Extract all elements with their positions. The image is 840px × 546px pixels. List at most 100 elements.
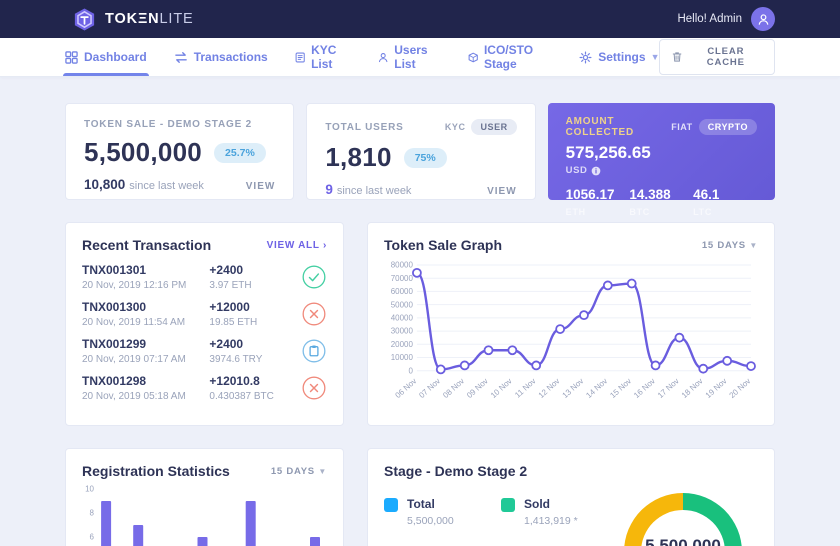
transaction-id: TNX001301 [82,263,147,277]
recent-transactions-title: Recent Transaction [82,237,212,253]
users-user-toggle[interactable]: USER [471,119,517,135]
total-users-value: 1,810 [325,142,392,172]
svg-text:70000: 70000 [391,274,414,283]
chevron-down-icon: ▼ [749,240,758,250]
transaction-row[interactable]: TNX001300 20 Nov, 2019 11:54 AM +12000 19.8… [82,300,327,328]
menu-item-dashboard[interactable]: Dashboard [63,38,149,76]
transaction-id: TNX001300 [82,300,147,314]
total-users-view-link[interactable]: VIEW [487,186,517,197]
transactions-icon [174,51,187,63]
main-menu: Dashboard Transactions KYC List Users Li… [0,38,840,77]
token-sale-graph-title: Token Sale Graph [384,237,502,253]
transaction-status-pending-icon[interactable] [301,338,327,364]
legend-item-total: Total 5,500,000 [384,497,491,527]
svg-text:10000: 10000 [391,353,414,362]
donut-center-value: 5,500,000 [645,536,721,546]
transaction-id: TNX001299 [82,337,147,351]
menu-item-users-list[interactable]: Users List [378,38,441,76]
registration-statistics-panel: Registration Statistics 15 DAYS ▼ 108642… [65,448,344,546]
registration-range-dropdown[interactable]: 15 DAYS ▼ [270,465,327,477]
svg-text:18 Nov: 18 Nov [680,376,705,400]
users-kyc-toggle[interactable]: KYC [444,122,466,132]
legend-swatch [501,498,515,512]
amount-currency-label: USD [565,165,588,176]
recent-transactions-panel: Recent Transaction VIEW ALL › TNX001301 2… [65,222,344,426]
svg-text:14 Nov: 14 Nov [584,376,609,400]
brand-logo[interactable]: TOKΞNLITE [72,7,194,32]
svg-text:13 Nov: 13 Nov [561,376,586,400]
svg-text:10: 10 [85,485,94,494]
token-sale-card: TOKEN SALE - DEMO STAGE 2 5,500,000 25.7… [65,103,295,200]
total-users-card-title: TOTAL USERS [325,121,404,133]
ltc-amount: 46.1 LTC [693,187,720,217]
registration-bar-chart: 1086420 [85,485,320,546]
transaction-row[interactable]: TNX001301 20 Nov, 2019 12:16 PM +2400 3.97 … [82,263,327,291]
transaction-converted: 3974.6 TRY [209,354,263,365]
amount-crypto-toggle[interactable]: CRYPTO [698,119,757,135]
svg-text:0: 0 [408,366,413,375]
chevron-down-icon: ▼ [318,466,327,476]
transaction-date: 20 Nov, 2019 05:18 AM [82,391,186,402]
settings-gear-icon [579,51,592,63]
transaction-status-approved-icon[interactable] [301,264,327,290]
menu-item-settings[interactable]: Settings ▼ [579,38,659,76]
transaction-converted: 3.97 ETH [209,280,252,291]
svg-text:19 Nov: 19 Nov [704,376,729,400]
token-sale-delta: 10,800 since last week [84,177,204,192]
svg-text:60000: 60000 [391,287,414,296]
trash-icon [673,52,682,62]
transaction-id: TNX001298 [82,374,147,388]
legend-value: 5,500,000 [407,515,454,527]
total-users-card: TOTAL USERS KYC USER 1,810 75% 9 since la… [306,103,536,200]
stage-donut-chart: 5,500,000 TLE [624,493,742,546]
legend-item-sold: Sold 1,413,919 * [501,497,608,527]
users-list-icon [378,52,388,62]
transaction-date: 20 Nov, 2019 07:17 AM [82,354,186,365]
token-sale-view-link[interactable]: VIEW [245,181,276,192]
transaction-status-rejected-icon[interactable] [301,301,327,327]
clear-cache-button[interactable]: CLEAR CACHE [659,39,775,75]
transaction-date: 20 Nov, 2019 12:16 PM [82,280,187,291]
stage-panel-title: Stage - Demo Stage 2 [384,463,528,479]
token-sale-card-title: TOKEN SALE - DEMO STAGE 2 [84,119,252,130]
token-sale-range-dropdown[interactable]: 15 DAYS ▼ [701,239,758,251]
menu-item-ico-sto-stage[interactable]: ICO/STO Stage [468,38,553,76]
token-sale-graph-panel: Token Sale Graph 15 DAYS ▼ 0 10000 20000 30… [367,222,775,426]
svg-text:10 Nov: 10 Nov [489,376,514,400]
token-sale-value: 5,500,000 [84,137,203,167]
transaction-row[interactable]: TNX001299 20 Nov, 2019 07:17 AM +2400 3974.… [82,337,327,365]
transaction-amount: +12000 [209,300,250,314]
token-sale-line-chart: 0 10000 20000 30000 40000 50000 60000 70000 8000… [391,261,756,400]
stage-panel: Stage - Demo Stage 2 Total 5,500,000 Sold 1… [367,448,775,546]
transaction-amount: +12010.8 [209,374,260,388]
greeting-text: Hello! Admin [677,13,742,25]
tokenlite-logo-icon [74,7,95,31]
menu-item-transactions[interactable]: Transactions [174,38,268,76]
svg-text:20000: 20000 [391,340,414,349]
transaction-row[interactable]: TNX001298 20 Nov, 2019 05:18 AM +12010.8 0.… [82,374,327,402]
svg-text:40000: 40000 [391,313,414,322]
svg-text:30000: 30000 [391,327,414,336]
legend-label: Total [407,497,435,511]
svg-text:8: 8 [90,509,95,518]
user-avatar[interactable] [751,7,775,31]
legend-value: 1,413,919 * [524,515,578,527]
token-sale-percent-badge: 25.7% [214,142,266,163]
amount-fiat-toggle[interactable]: FIAT [671,122,693,132]
view-all-link[interactable]: VIEW ALL › [266,239,327,251]
svg-text:20 Nov: 20 Nov [728,376,753,400]
info-icon[interactable] [591,166,601,176]
total-users-percent-badge: 75% [403,147,447,168]
menu-item-kyc-list[interactable]: KYC List [295,38,351,76]
legend-label: Sold [524,497,550,511]
transaction-status-rejected-icon[interactable] [301,375,327,401]
svg-text:6: 6 [90,533,95,542]
amount-collected-title: AMOUNT COLLECTED [565,116,634,138]
registration-statistics-title: Registration Statistics [82,463,230,479]
svg-text:07 Nov: 07 Nov [417,376,442,400]
transaction-converted: 0.430387 BTC [209,391,274,402]
topbar: TOKΞNLITE Hello! Admin [0,0,840,38]
transaction-amount: +2400 [209,263,244,277]
eth-amount: 1056.17 ETH [565,187,615,217]
svg-text:09 Nov: 09 Nov [465,376,490,400]
